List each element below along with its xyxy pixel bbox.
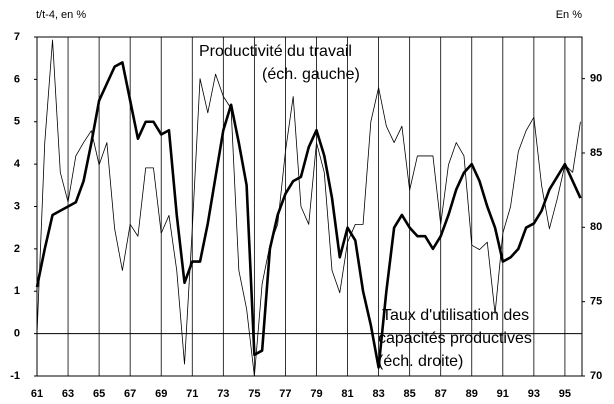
x-tick-label: 85 bbox=[404, 388, 416, 400]
y-axis-label: t/t-4, en % bbox=[36, 9, 86, 21]
x-tick-label: 79 bbox=[310, 388, 322, 400]
y-tick-label: 4 bbox=[14, 158, 21, 170]
x-tick-label: 87 bbox=[435, 388, 447, 400]
x-tick-label: 67 bbox=[124, 388, 136, 400]
annotation: Taux d'utilisation des bbox=[382, 307, 529, 324]
y-tick-label: 5 bbox=[14, 116, 20, 128]
y2-axis-label: En % bbox=[556, 9, 583, 21]
y-tick-label: 1 bbox=[14, 285, 20, 297]
y-tick-label: 0 bbox=[14, 328, 20, 340]
y-tick-label: 2 bbox=[14, 243, 20, 255]
annotation: capacités productives bbox=[378, 330, 532, 347]
y2-tick-label: 90 bbox=[590, 73, 602, 85]
x-tick-label: 77 bbox=[279, 388, 291, 400]
annotation: (éch. gauche) bbox=[262, 66, 360, 83]
x-tick-label: 91 bbox=[497, 388, 509, 400]
y2-tick-label: 80 bbox=[590, 221, 602, 233]
y-tick-label: -1 bbox=[10, 370, 20, 382]
y2-tick-label: 75 bbox=[590, 296, 602, 308]
data-line bbox=[35, 61, 582, 369]
y-tick-label: 7 bbox=[14, 31, 20, 43]
x-tick-label: 83 bbox=[372, 388, 384, 400]
x-tick-label: 81 bbox=[341, 388, 353, 400]
x-tick-label: 63 bbox=[62, 388, 74, 400]
y-tick-label: 3 bbox=[14, 200, 20, 212]
data-line bbox=[36, 39, 581, 377]
x-tick-label: 61 bbox=[31, 388, 43, 400]
x-tick-label: 71 bbox=[186, 388, 198, 400]
y2-tick-label: 70 bbox=[590, 370, 602, 382]
x-tick-label: 95 bbox=[559, 388, 571, 400]
plot-frame bbox=[36, 36, 583, 377]
annotation: (éch. droite) bbox=[378, 353, 463, 370]
x-tick-label: 75 bbox=[248, 388, 260, 400]
y-tick-label: 6 bbox=[14, 73, 20, 85]
x-tick-label: 65 bbox=[93, 388, 105, 400]
y2-tick-label: 85 bbox=[590, 147, 602, 159]
x-tick-label: 69 bbox=[155, 388, 167, 400]
x-tick-label: 89 bbox=[466, 388, 478, 400]
x-tick-label: 73 bbox=[217, 388, 229, 400]
annotation: Productivité du travail bbox=[199, 43, 352, 60]
x-tick-label: 93 bbox=[528, 388, 540, 400]
